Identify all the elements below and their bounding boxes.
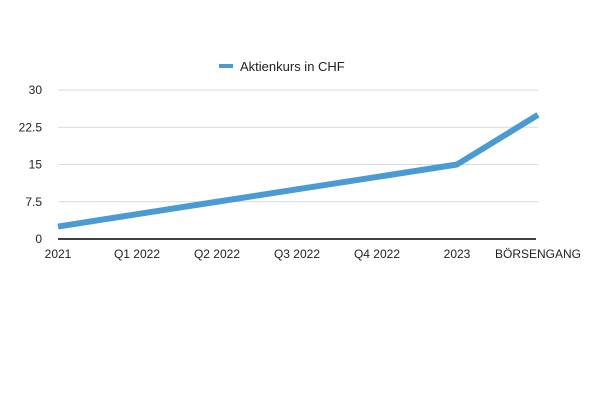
legend-label: Aktienkurs in CHF: [240, 59, 345, 74]
y-tick-label: 30: [29, 83, 43, 97]
series-line: [57, 112, 540, 230]
x-axis-ticks: 2021 Q1 2022 Q2 2022 Q3 2022 Q4 2022 2023 BÖRS…: [45, 247, 581, 261]
x-tick-label: Q3 2022: [274, 247, 320, 261]
series-lines: [57, 112, 540, 230]
legend-swatch: [219, 64, 233, 68]
y-tick-label: 22.5: [19, 120, 43, 134]
x-tick-label: BÖRSENGANG: [495, 247, 581, 261]
x-tick-label: 2021: [45, 247, 72, 261]
x-tick-label: Q4 2022: [354, 247, 400, 261]
y-tick-label: 15: [29, 158, 43, 172]
gridlines: [58, 89, 538, 203]
x-tick-label: 2023: [444, 247, 471, 261]
y-axis-ticks: 0 7.5 15 22.5 30: [19, 83, 43, 246]
y-tick-label: 0: [35, 232, 42, 246]
y-tick-label: 7.5: [25, 195, 42, 209]
x-tick-label: Q1 2022: [114, 247, 160, 261]
legend: Aktienkurs in CHF: [219, 59, 345, 74]
x-tick-label: Q2 2022: [194, 247, 240, 261]
